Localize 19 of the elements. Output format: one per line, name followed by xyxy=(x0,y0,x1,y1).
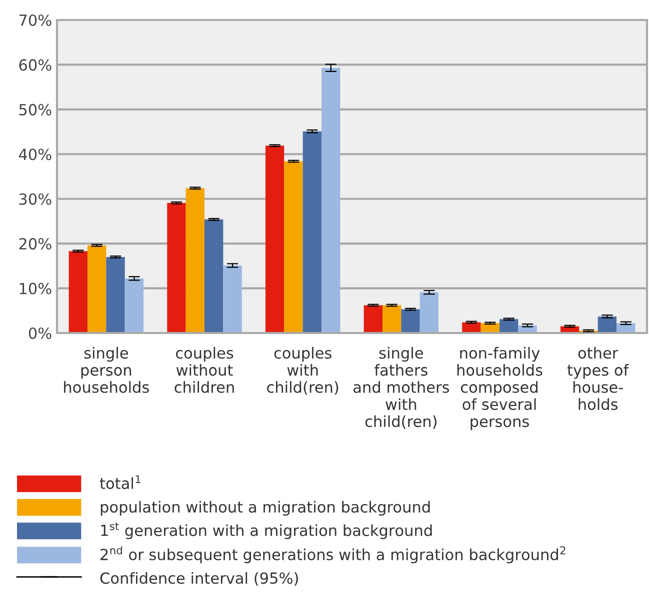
y-tick-label: 60% xyxy=(19,59,52,71)
x-tick-label: other types of house- holds xyxy=(567,346,629,410)
y-tick-label: 70% xyxy=(19,14,52,26)
x-tick-label: non-family households composed of several persons xyxy=(457,346,542,430)
x-tick-label: single fathers and mothers with child(ren) xyxy=(354,346,449,429)
legend-label: 1$^{st}$ generation with a migration background xyxy=(101,522,432,540)
legend-label: 2$^{nd}$ or subsequent generations with a migration background$^{2}$ xyxy=(100,546,566,564)
legend-label: population without a migration background xyxy=(100,500,430,516)
x-tick-label: single person households xyxy=(64,346,149,393)
y-tick-label: 30% xyxy=(19,193,52,205)
y-tick-label: 0% xyxy=(28,327,52,340)
text: Confidence interval (95%) xyxy=(100,572,298,586)
y-tick-label: 40% xyxy=(18,148,52,160)
x-tick-label: couples without children xyxy=(174,346,234,393)
x-tick-label: couples with child(ren) xyxy=(267,346,338,395)
y-tick-label: 20% xyxy=(19,238,52,250)
legend-label: total$^{1}$ xyxy=(100,475,140,490)
y-tick-label: 10% xyxy=(20,282,52,294)
y-tick-label: 50% xyxy=(19,104,52,116)
